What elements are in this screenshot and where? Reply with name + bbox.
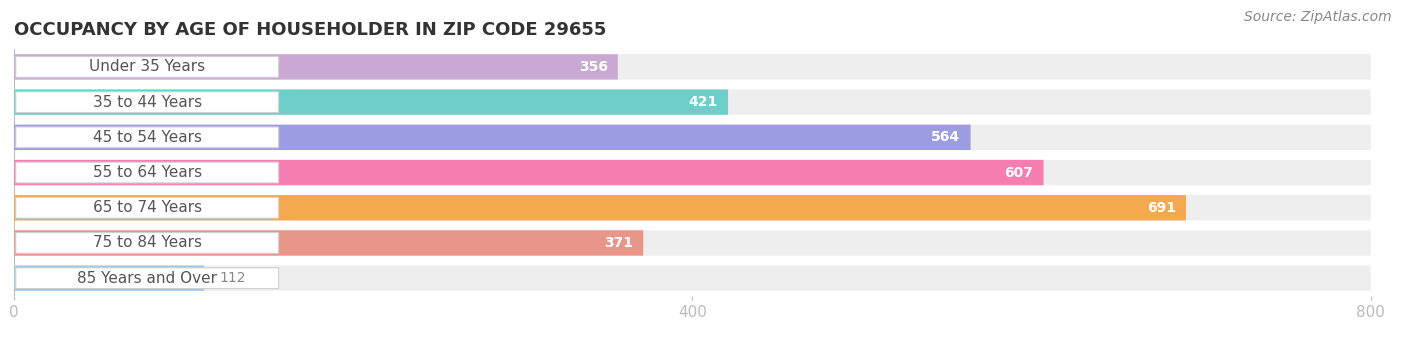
FancyBboxPatch shape — [15, 92, 278, 113]
FancyBboxPatch shape — [14, 266, 1371, 291]
Text: 45 to 54 Years: 45 to 54 Years — [93, 130, 201, 145]
Text: 65 to 74 Years: 65 to 74 Years — [93, 200, 201, 215]
Text: Under 35 Years: Under 35 Years — [89, 59, 205, 74]
Text: 607: 607 — [1004, 166, 1033, 180]
FancyBboxPatch shape — [14, 89, 728, 115]
Text: 85 Years and Over: 85 Years and Over — [77, 271, 217, 286]
Text: 421: 421 — [689, 95, 718, 109]
FancyBboxPatch shape — [14, 54, 1371, 80]
Text: Source: ZipAtlas.com: Source: ZipAtlas.com — [1244, 10, 1392, 24]
FancyBboxPatch shape — [14, 195, 1187, 220]
FancyBboxPatch shape — [14, 54, 617, 80]
FancyBboxPatch shape — [14, 89, 1371, 115]
FancyBboxPatch shape — [14, 125, 970, 150]
Text: 691: 691 — [1147, 201, 1175, 215]
FancyBboxPatch shape — [14, 230, 1371, 256]
FancyBboxPatch shape — [15, 197, 278, 218]
Text: 356: 356 — [579, 60, 607, 74]
FancyBboxPatch shape — [14, 266, 204, 291]
FancyBboxPatch shape — [15, 127, 278, 148]
Text: 75 to 84 Years: 75 to 84 Years — [93, 236, 201, 251]
FancyBboxPatch shape — [15, 162, 278, 183]
Text: 112: 112 — [219, 271, 246, 285]
Text: 35 to 44 Years: 35 to 44 Years — [93, 95, 201, 109]
FancyBboxPatch shape — [15, 268, 278, 289]
Text: 371: 371 — [605, 236, 633, 250]
Text: 55 to 64 Years: 55 to 64 Years — [93, 165, 201, 180]
FancyBboxPatch shape — [14, 195, 1371, 220]
FancyBboxPatch shape — [15, 233, 278, 253]
FancyBboxPatch shape — [14, 125, 1371, 150]
FancyBboxPatch shape — [15, 56, 278, 77]
FancyBboxPatch shape — [14, 160, 1371, 185]
FancyBboxPatch shape — [14, 230, 644, 256]
Text: 564: 564 — [931, 130, 960, 144]
Text: OCCUPANCY BY AGE OF HOUSEHOLDER IN ZIP CODE 29655: OCCUPANCY BY AGE OF HOUSEHOLDER IN ZIP C… — [14, 21, 606, 39]
FancyBboxPatch shape — [14, 160, 1043, 185]
